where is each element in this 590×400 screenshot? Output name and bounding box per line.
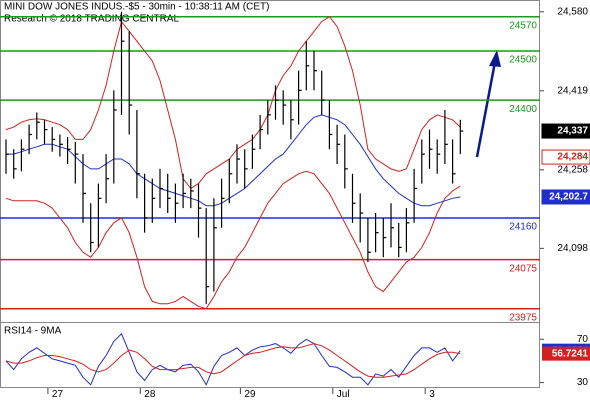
plot-frame [0, 0, 540, 388]
price-tag [541, 189, 590, 205]
level-label: 24075 [509, 263, 537, 274]
x-tick-label: Jul [337, 389, 350, 400]
price-tag-label: 24,284 [557, 152, 588, 163]
price-tag [541, 149, 590, 165]
level-label: 24160 [509, 222, 537, 233]
rsi-line [5, 332, 461, 386]
y-tick-label: 24,419 [557, 85, 588, 96]
x-tick-label: 3 [429, 389, 435, 400]
level-label: 23975 [509, 312, 537, 323]
price-tag-label: 24,337 [557, 126, 588, 137]
x-tick-label: 29 [244, 389, 256, 400]
x-tick-label: 27 [52, 389, 64, 400]
x-tick-label: 28 [144, 389, 156, 400]
chart-subtitle: Research © 2018 TRADING CENTRAL [4, 14, 179, 25]
level-label: 24500 [509, 55, 537, 66]
level-label: 24400 [509, 104, 537, 115]
indicator-line [5, 16, 461, 190]
y-tick-label: 24,098 [557, 243, 588, 254]
y-tick-label: 70 [577, 334, 589, 345]
y-tick-label: 24,258 [557, 164, 588, 175]
price-tag-label: 24,202.7 [549, 192, 588, 203]
rsi-line [5, 343, 461, 378]
chart-title: MINI DOW JONES INDUS.-$5 - 30min - 10:38… [4, 2, 269, 13]
price-tag [541, 123, 590, 139]
arrow [475, 50, 501, 158]
rsi-title: RSI14 - 9MA [4, 326, 62, 337]
y-tick-label: 30 [577, 377, 589, 388]
level-label: 24570 [509, 20, 537, 31]
value-tag-label: 56.7241 [552, 348, 589, 359]
value-tag [542, 346, 590, 361]
indicator-line [5, 170, 461, 310]
indicator-line [6, 114, 461, 207]
y-tick-label: 24,580 [557, 6, 588, 17]
